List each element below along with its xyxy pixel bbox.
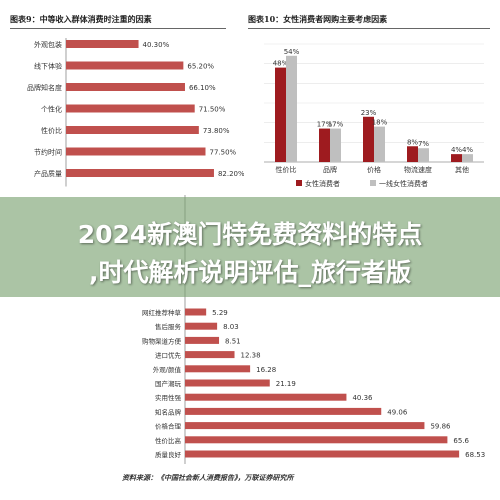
category-label: 质量良好 [155,450,182,459]
bar-female [451,154,462,162]
title-divider [248,28,490,29]
category-label: 知名品牌 [155,407,182,416]
category-label: 性价比 [41,126,62,135]
value-label: 4% [462,146,473,154]
chart-panel-middle-income-factors: 图表9：中等收入群体消费时注重的因素 外观包装 40.30% 线下体验 65.20% 品… [6,10,245,195]
category-label: 物流速度 [404,165,432,174]
value-label: 8.51 [225,337,241,345]
bar [66,126,199,134]
legend-label: 一线女性消费者 [379,179,428,188]
bar-chart-middle-income: 外观包装 40.30% 线下体验 65.20% 品牌知名度 66.10% 个性化 71.50%… [27,38,245,187]
bar-female [319,128,330,162]
value-label: 73.80% [203,127,230,135]
bar-tier1-female [374,126,385,162]
value-label: 48% [273,60,289,68]
legend-swatch [296,180,302,186]
category-label: 网红推荐种草 [142,308,182,317]
value-label: 59.86 [430,423,451,431]
chart-title: 图表10：女性消费者网购主要考虑因素 [248,14,388,24]
category-label: 价格合理 [155,422,182,431]
bar [185,365,251,373]
value-label: 21.19 [276,380,296,388]
banner-line-1: 2024新澳门特免费资料的特点 [77,220,423,249]
category-label: 品牌知名度 [27,83,62,92]
category-label: 国产潮玩 [155,379,182,388]
bar [185,407,382,415]
bar [185,379,270,387]
bar [66,83,185,91]
bar [185,450,460,458]
grouped-bar-chart-female-consumers: 48% 54% 性价比 17%17% 品牌 23% 18% 价格 8% 7% 物流速度 4% 4% 其他女… [264,43,484,188]
value-label: 5.29 [212,309,228,317]
value-label: 49.06 [387,408,408,416]
value-label: 8% [407,138,418,146]
title-divider [10,28,226,29]
overlay-banner: 2024新澳门特免费资料的特点 ,时代解析说明评估_旅行者版 [0,197,500,297]
bar [66,40,139,48]
bar [185,436,448,444]
category-label: 外观/颜值 [153,365,182,374]
bar [66,169,214,177]
value-label: 54% [284,48,300,56]
value-label: 40.30% [143,41,170,49]
bar-female [275,67,286,162]
category-label: 售后服务 [155,322,182,331]
source-note: 资料来源：《中国社会新人消费报告》，万联证券研究所 [122,473,294,482]
value-label: 7% [418,140,429,148]
value-label: 65.6 [453,437,469,445]
value-label: 77.50% [210,149,237,157]
bar [185,393,347,401]
category-label: 性价比高 [155,436,182,445]
bar-tier1-female [462,154,473,162]
value-label: 12.38 [241,352,261,360]
value-label: 4% [451,146,462,154]
category-label: 个性化 [41,105,62,114]
bar [185,336,220,344]
bar [185,422,425,430]
value-label: 17% [328,121,344,129]
category-label: 价格 [367,165,381,174]
bar [185,322,218,330]
value-label: 8.03 [223,323,239,331]
value-label: 66.10% [189,84,216,92]
value-label: 68.53 [465,451,485,459]
value-label: 17% [317,121,333,129]
category-label: 外观包装 [34,40,62,49]
legend-swatch [370,180,376,186]
bar-tier1-female [418,148,429,162]
bar [185,308,207,316]
value-label: 18% [372,119,388,127]
bar-female [407,146,418,162]
category-label: 其他 [455,165,469,174]
bar [185,351,235,359]
chart-title: 图表9：中等收入群体消费时注重的因素 [10,14,152,24]
value-label: 65.20% [187,63,214,71]
category-label: 进口优先 [155,351,182,360]
category-label: 产品质量 [34,169,62,178]
chart-panel-female-online-factors: 图表10：女性消费者网购主要考虑因素 48% 54% 性价比 17% 17% 品牌 23% 1… [244,10,496,195]
category-label: 实用性强 [155,393,182,402]
bar [66,147,206,156]
value-label: 82.20% [218,170,245,178]
bar-chart-youth-consumers: 网红推荐种草 5.29 售后服务 8.03 购物渠道方便 8.51 进口优先 12.38 外观/… [142,195,485,464]
value-label: 16.28 [256,366,276,374]
category-label: 品牌 [323,165,337,174]
value-label: 23% [361,109,377,117]
category-label: 节约时间 [34,148,62,157]
bar [66,104,195,113]
category-label: 购物渠道方便 [142,336,182,345]
banner-line-2: ,时代解析说明评估_旅行者版 [89,258,411,287]
legend-label: 女性消费者 [305,179,340,188]
value-label: 71.50% [199,106,226,114]
bar-tier1-female [286,55,297,162]
bar-female [363,116,374,162]
value-label: 40.36 [352,394,373,402]
category-label: 性价比 [276,165,297,174]
category-label: 线下体验 [34,62,62,71]
bar [66,61,184,70]
bar-tier1-female [330,128,341,162]
